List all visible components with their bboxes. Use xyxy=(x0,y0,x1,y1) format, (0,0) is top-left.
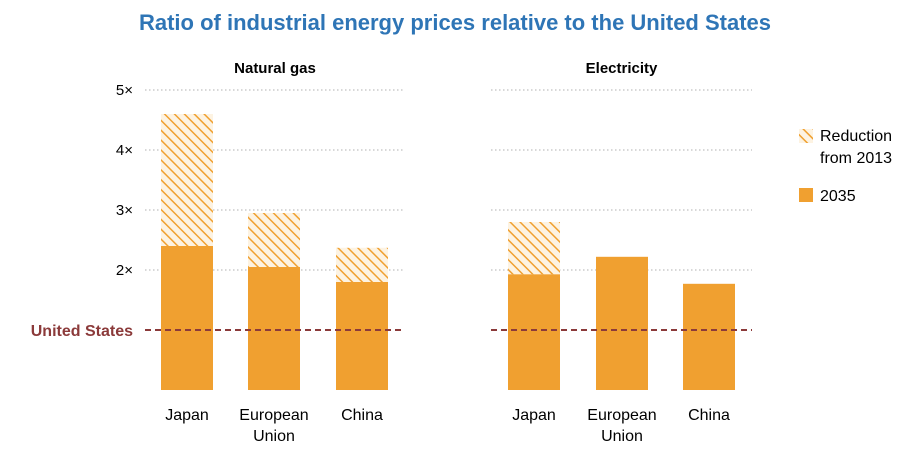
bar-2035 xyxy=(596,256,648,390)
panel-title: Electricity xyxy=(586,60,658,77)
bar-reduction-from-2013 xyxy=(161,114,213,246)
bar-2035 xyxy=(248,267,300,390)
legend-swatch-reduction xyxy=(799,129,813,143)
bar-reduction-from-2013 xyxy=(508,222,560,275)
bar-2035 xyxy=(683,283,735,390)
y-tick-label: 3× xyxy=(116,202,133,219)
category-label: China xyxy=(688,407,730,424)
y-tick-label: 5× xyxy=(116,82,133,99)
legend-swatch-2035 xyxy=(799,188,813,202)
panel-natural-gas: Natural gas 2× 3× 4× 5× Japan European Union Chi… xyxy=(31,60,405,445)
category-label: China xyxy=(341,407,383,424)
y-tick-label: 4× xyxy=(116,142,133,159)
category-label: Japan xyxy=(165,407,209,424)
category-label: European Union xyxy=(239,407,308,445)
bar-reduction-from-2013 xyxy=(336,247,388,282)
category-label: European Union xyxy=(587,407,656,445)
bar-reduction-from-2013 xyxy=(248,213,300,267)
panel-title: Natural gas xyxy=(234,60,316,77)
panel-electricity: Electricity Japan European Union China xyxy=(491,60,752,445)
bar-2035 xyxy=(161,246,213,390)
chart-title: Ratio of industrial energy prices relati… xyxy=(139,10,771,35)
legend-label-reduction: Reduction from 2013 xyxy=(820,128,892,167)
legend: Reduction from 2013 2035 xyxy=(799,128,892,205)
legend-label-2035: 2035 xyxy=(820,188,856,205)
y-tick-label: 2× xyxy=(116,262,133,279)
bar-2035 xyxy=(508,274,560,390)
reference-line-label: United States xyxy=(31,323,133,340)
category-label: Japan xyxy=(512,407,556,424)
bar-2035 xyxy=(336,282,388,390)
